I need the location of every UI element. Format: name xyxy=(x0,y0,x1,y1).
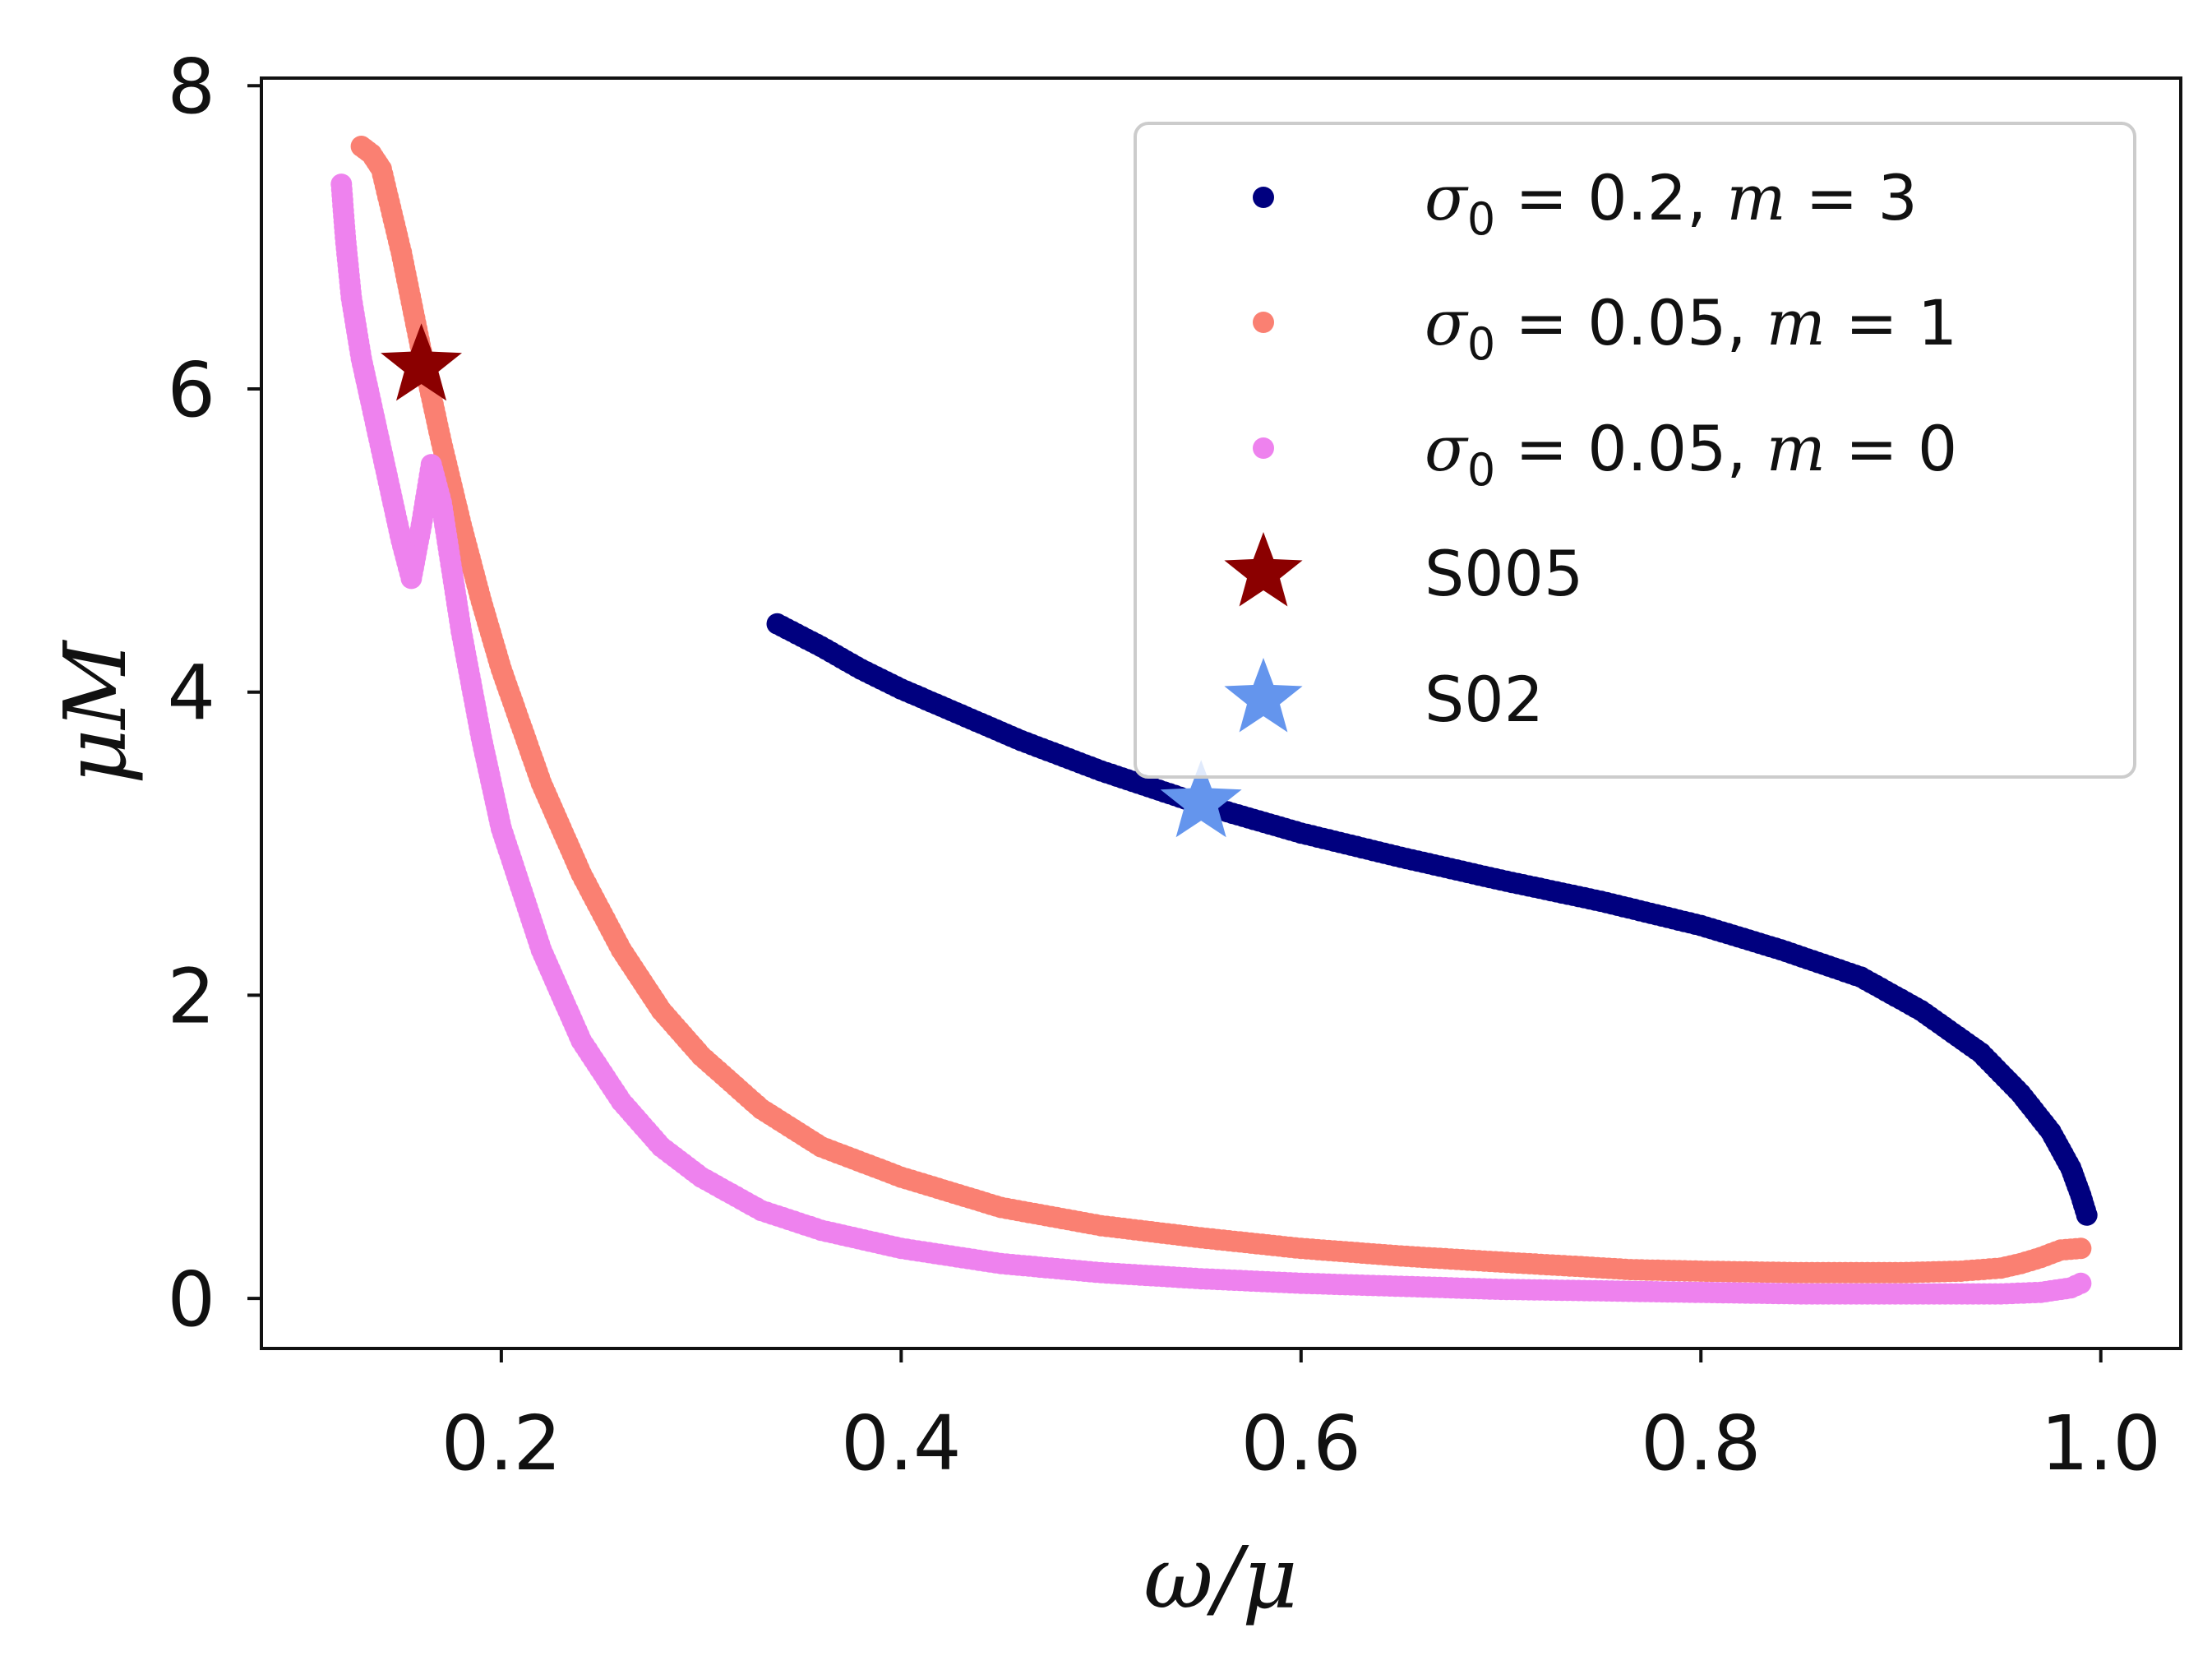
legend-swatch-2 xyxy=(1253,437,1274,459)
x-tick-label: 0.6 xyxy=(1241,1399,1361,1487)
series-2-point xyxy=(2070,1272,2092,1294)
series-1-point xyxy=(2070,1237,2092,1260)
y-tick-label: 6 xyxy=(167,346,215,434)
marker-s02 xyxy=(1160,760,1242,838)
x-axis-title: ω/μ xyxy=(1143,1528,1297,1628)
marker-s005 xyxy=(381,323,462,401)
x-tick-label: 0.2 xyxy=(441,1399,561,1487)
legend-label-s005: S005 xyxy=(1425,537,1583,610)
y-axis: 0 2 4 6 8 xyxy=(167,43,261,1344)
x-tick-label: 1.0 xyxy=(2041,1399,2161,1487)
x-tick-label: 0.4 xyxy=(841,1399,961,1487)
series-2 xyxy=(330,173,2092,1305)
y-tick-label: 2 xyxy=(167,952,215,1040)
x-tick-label: 0.8 xyxy=(1641,1399,1761,1487)
legend-label-2: σ0 = 0.05, m = 0 xyxy=(1425,412,1957,496)
legend-swatch-s005 xyxy=(1224,532,1303,607)
legend-label-s02: S02 xyxy=(1425,663,1544,736)
legend-swatch-s02 xyxy=(1224,658,1303,733)
y-tick-label: 0 xyxy=(167,1256,215,1344)
y-tick-label: 8 xyxy=(167,43,215,131)
legend-swatch-1 xyxy=(1253,312,1274,333)
legend: σ0 = 0.2, m = 3 σ0 = 0.05, m = 1 σ0 = 0.05… xyxy=(1134,122,2136,779)
legend-label-0: σ0 = 0.2, m = 3 xyxy=(1425,161,1918,245)
legend-label-1: σ0 = 0.05, m = 1 xyxy=(1425,286,1957,370)
legend-swatch-0 xyxy=(1253,187,1274,208)
y-tick-label: 4 xyxy=(167,650,215,738)
highlight-markers xyxy=(381,323,1242,838)
legend-box xyxy=(1134,122,2136,779)
series-0-point xyxy=(2076,1204,2098,1226)
x-axis: 0.2 0.4 0.6 0.8 1.0 xyxy=(441,1348,2161,1487)
plot-frame xyxy=(260,76,2182,1350)
series-1 xyxy=(350,136,2092,1284)
y-axis-title: μM xyxy=(45,639,145,784)
